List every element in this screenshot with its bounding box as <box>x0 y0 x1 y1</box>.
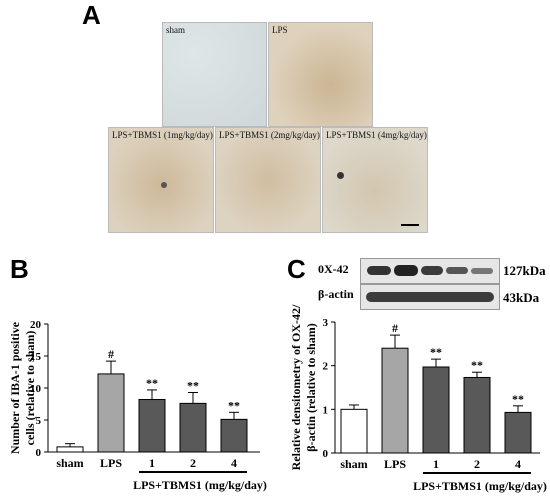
panel-c-letter: C <box>287 254 306 284</box>
blot-strip-ox42 <box>360 258 500 284</box>
y-tick-label: 3 <box>323 317 329 329</box>
blot-band <box>394 265 418 276</box>
blot-band <box>471 268 493 274</box>
blot-strip-actin <box>360 284 500 310</box>
scale-bar <box>401 224 419 226</box>
x-tick-label: 2 <box>190 456 196 470</box>
micrograph-label: LPS+TBMS1 (4mg/kg/day) <box>326 130 427 140</box>
significance-marker: # <box>108 347 114 361</box>
blot-label-ox42: 0X-42 <box>318 262 349 276</box>
dark-spot <box>337 172 344 179</box>
x-tick-label: LPS <box>100 456 122 470</box>
x-tick-label: 2 <box>474 457 480 471</box>
x-tick-label: 1 <box>149 456 155 470</box>
x-tick-label: LPS <box>384 457 406 471</box>
x-tick-label: 4 <box>515 457 521 471</box>
y-tick-label: 0 <box>36 447 42 459</box>
significance-marker: ** <box>187 378 199 392</box>
panel-a-letter: A <box>82 0 101 30</box>
blot-band <box>446 267 468 274</box>
bar <box>381 347 409 454</box>
significance-marker: ** <box>471 358 483 372</box>
y-tick-label: 1 <box>323 404 329 416</box>
micrograph-label: LPS+TBMS1 (1mg/kg/day) <box>112 130 213 140</box>
panel-b-letter: B <box>10 254 29 284</box>
y-axis-label: Relative densitometry of OX-42/ <box>289 304 303 470</box>
bar <box>422 366 450 454</box>
y-tick-label: 5 <box>36 415 42 427</box>
x-tick-label: sham <box>56 456 83 470</box>
group-label: LPS+TBMS1 (mg/kg/day) <box>133 478 267 492</box>
significance-marker: ** <box>228 398 240 412</box>
y-tick-label: 2 <box>323 361 329 373</box>
micrograph-tbms1-4: LPS+TBMS1 (4mg/kg/day) <box>322 127 428 233</box>
y-tick-label: 20 <box>30 319 42 331</box>
significance-marker: # <box>392 321 398 335</box>
micrograph-tbms1-2: LPS+TBMS1 (2mg/kg/day) <box>215 127 321 233</box>
blot-band <box>421 266 443 275</box>
y-tick-label: 0 <box>323 448 329 460</box>
blot-label-actin: β-actin <box>318 287 354 301</box>
blot-band <box>366 292 494 302</box>
bar <box>97 373 125 453</box>
micrograph-label: sham <box>166 25 185 35</box>
bar <box>220 418 248 453</box>
bar <box>463 376 491 454</box>
x-tick-label: 4 <box>231 456 237 470</box>
micrograph-tbms1-1: LPS+TBMS1 (1mg/kg/day) <box>108 127 214 233</box>
significance-marker: ** <box>512 392 524 406</box>
micrograph-label: LPS <box>272 25 288 35</box>
y-axis-label: cells (relative to sham) <box>23 331 37 446</box>
micrograph-label: LPS+TBMS1 (2mg/kg/day) <box>219 130 320 140</box>
bar <box>340 408 368 454</box>
dark-spot <box>161 182 167 188</box>
bar <box>179 402 207 453</box>
blot-size-actin: 43kDa <box>503 290 540 305</box>
bar <box>138 399 166 453</box>
significance-marker: ** <box>430 345 442 359</box>
y-axis-label: Number of IBA-1 positive <box>8 321 22 454</box>
y-tick-label: 15 <box>30 351 42 363</box>
bar <box>504 411 532 454</box>
blot-band <box>367 266 391 275</box>
micrograph-sham: sham <box>162 22 267 127</box>
x-tick-label: 1 <box>433 457 439 471</box>
x-tick-label: sham <box>340 457 367 471</box>
micrograph-lps: LPS <box>268 22 373 127</box>
significance-marker: ** <box>146 376 158 390</box>
blot-size-ox42: 127kDa <box>503 263 546 278</box>
group-label: LPS+TBMS1 (mg/kg/day) <box>413 479 547 493</box>
y-axis-label: β-actin (relative to sham) <box>304 323 318 451</box>
y-tick-label: 10 <box>30 383 42 395</box>
